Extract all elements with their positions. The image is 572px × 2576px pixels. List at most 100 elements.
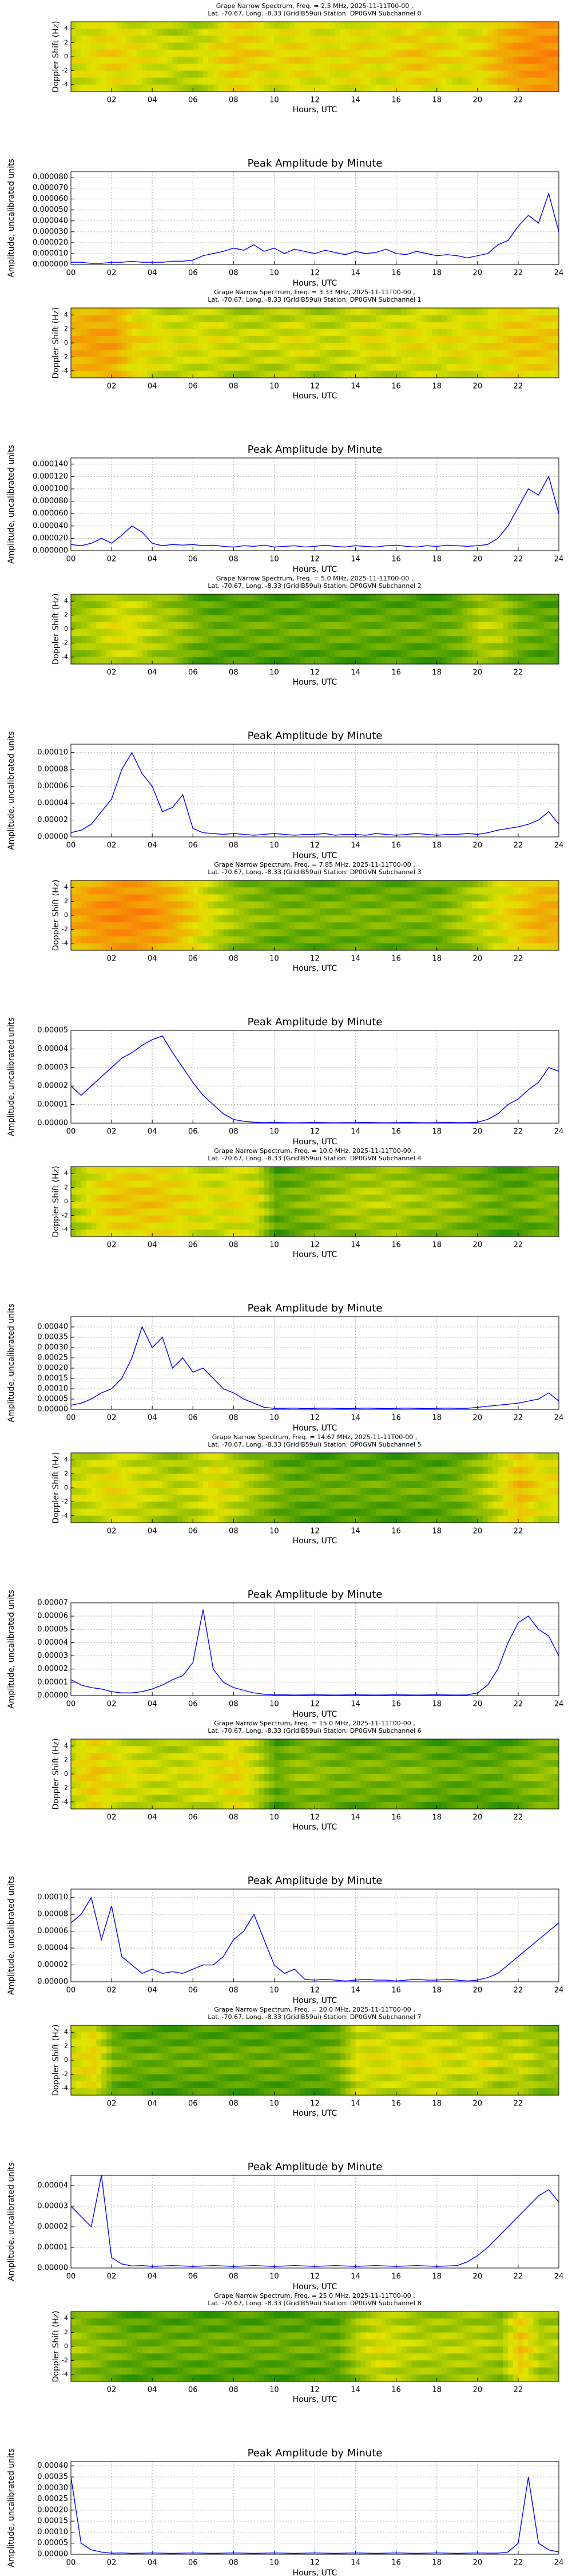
spectrogram-cell	[274, 315, 280, 322]
spectrogram-cell	[350, 908, 356, 916]
spectrogram-cell	[325, 308, 331, 315]
spectrogram-cell	[81, 1229, 87, 1237]
spectrogram-cell	[467, 322, 473, 330]
spectrogram-cell	[330, 22, 336, 29]
spectrogram-cell	[239, 1194, 244, 1202]
spectrogram-cell	[279, 343, 285, 350]
spectrogram-cell	[269, 350, 275, 357]
spectrogram-cell	[213, 650, 219, 658]
spectrogram-cell	[294, 370, 300, 378]
spectrogram-cell	[106, 650, 112, 658]
spectrogram-cell	[228, 1174, 234, 1181]
spectrogram-cell	[86, 1222, 92, 1230]
spectrogram-cell	[396, 1180, 402, 1188]
x-tick-label: 12	[310, 382, 320, 391]
spectrogram-cell	[422, 49, 427, 57]
spectrogram-cell	[177, 357, 184, 365]
spectrogram-cell	[182, 908, 188, 916]
spectrogram-cell	[366, 936, 371, 944]
spectrogram-cell	[137, 1222, 142, 1230]
spectrogram-cell	[422, 42, 427, 50]
spectrogram-cell	[523, 629, 529, 637]
spectrogram-cell	[91, 329, 97, 337]
spectrogram-cell	[274, 77, 280, 85]
spectrogram-cell	[112, 22, 117, 29]
spectrogram-cell	[487, 42, 494, 50]
spectrogram-cell	[244, 343, 249, 350]
spectrogram-cell	[360, 77, 366, 85]
spectrogram-cell	[167, 1194, 173, 1202]
spectrogram-cell	[248, 370, 255, 378]
spectrogram-cell	[355, 329, 362, 337]
spectrogram-cell	[294, 608, 300, 616]
spectrogram-cell	[492, 922, 498, 930]
spectrogram-cell	[244, 1174, 249, 1181]
spectrogram-cell	[299, 1167, 305, 1174]
spectrogram-cell	[167, 329, 173, 337]
spectrogram-cell	[538, 915, 544, 923]
spectrogram-cell	[325, 643, 331, 651]
spectrogram-cell	[330, 329, 336, 337]
spectrogram-cell	[498, 929, 503, 937]
spectrogram-cell	[274, 1180, 280, 1188]
spectrogram-cell	[299, 329, 305, 337]
spectrogram-cell	[106, 943, 112, 951]
spectrogram-cell	[472, 901, 478, 909]
spectrogram-cell	[259, 315, 265, 322]
spectrogram-cell	[228, 943, 234, 951]
spectrogram-cell	[503, 922, 509, 930]
spectrogram-cell	[315, 887, 320, 895]
spectrogram-cell	[213, 343, 219, 350]
spectrogram-cell	[386, 350, 392, 357]
spectrogram-cell	[112, 880, 117, 888]
spectrogram-cell	[152, 1222, 158, 1230]
spectrogram-cell	[112, 922, 117, 930]
spectrogram-cell	[142, 629, 148, 637]
spectrogram-cell	[371, 335, 376, 343]
spectrogram-cell	[279, 608, 285, 616]
spectrogram-cell	[132, 357, 138, 365]
spectrogram-cell	[543, 887, 549, 895]
spectrogram-cell	[309, 329, 316, 337]
spectrogram-cell	[366, 908, 371, 916]
spectrogram-cell	[142, 1222, 148, 1230]
spectrogram-cell	[106, 1174, 112, 1181]
spectrogram-cell	[549, 22, 554, 29]
spectrogram-cell	[315, 915, 320, 923]
spectrogram-cell	[436, 594, 443, 602]
spectrogram-cell	[137, 1167, 142, 1174]
spectrogram-cell	[518, 42, 524, 50]
x-tick-label: 06	[188, 669, 198, 677]
spectrogram-cell	[96, 629, 102, 637]
spectrogram-cell	[457, 64, 463, 71]
spectrogram-cell	[248, 64, 255, 71]
spectrogram-cell	[182, 608, 188, 616]
spectrogram-cell	[447, 42, 453, 50]
spectrogram-cell	[376, 64, 382, 71]
spectrogram-cell	[208, 315, 214, 322]
spectrogram-cell	[304, 57, 311, 64]
spectrogram-cell	[447, 943, 453, 951]
spectrogram-cell	[177, 929, 184, 937]
spectrogram-cell	[279, 901, 285, 909]
spectrogram-cell	[376, 1215, 382, 1223]
spectrogram-cell	[259, 357, 265, 365]
spectrogram-cell	[482, 84, 488, 92]
spectrogram-cell	[223, 1229, 229, 1237]
x-tick-label: 20	[473, 1128, 483, 1136]
spectrogram-cell	[482, 29, 488, 36]
spectrogram-cell	[498, 70, 503, 78]
spectrogram-cell	[112, 1208, 117, 1216]
x-tick-label: 04	[148, 96, 157, 105]
spectrogram-cell	[142, 922, 148, 930]
spectrogram-cell	[366, 887, 371, 895]
spectrogram-cell	[162, 42, 168, 50]
spectrogram-cell	[294, 1194, 300, 1202]
spectrogram-cell	[472, 329, 478, 337]
spectrogram-cell	[320, 908, 325, 916]
spectrogram-cell	[518, 636, 524, 643]
spectrogram-cell	[436, 1194, 443, 1202]
spectrogram-cell	[431, 636, 438, 643]
spectrogram-cell	[193, 308, 198, 315]
spectrogram-cell	[86, 364, 92, 372]
